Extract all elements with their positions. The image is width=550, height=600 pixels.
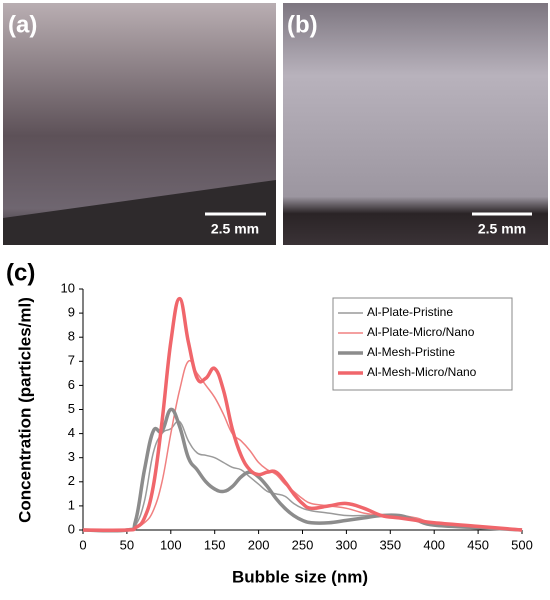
legend-label: Al-Plate-Micro/Nano xyxy=(367,325,475,339)
legend-label: Al-Plate-Pristine xyxy=(367,305,453,319)
x-tick-label: 350 xyxy=(379,537,401,552)
x-tick-label: 500 xyxy=(511,537,533,552)
x-tick-label: 50 xyxy=(120,537,134,552)
y-axis-title: Concentration (particles/ml) xyxy=(15,297,34,523)
y-tick-label: 7 xyxy=(68,353,75,368)
x-tick-label: 200 xyxy=(248,537,270,552)
y-tick-label: 5 xyxy=(68,401,75,416)
legend-label: Al-Mesh-Micro/Nano xyxy=(367,365,477,379)
panel-label: (c) xyxy=(6,259,35,286)
photo-b xyxy=(283,3,548,245)
scale-bar-label: 2.5 mm xyxy=(478,221,526,237)
series-line xyxy=(82,407,523,533)
legend-label: Al-Mesh-Pristine xyxy=(367,345,455,359)
y-tick-label: 0 xyxy=(68,521,75,536)
x-tick-label: 300 xyxy=(336,537,358,552)
x-tick-label: 100 xyxy=(160,537,182,552)
y-tick-label: 2 xyxy=(68,473,75,488)
y-tick-label: 9 xyxy=(68,305,75,320)
x-tick-label: 150 xyxy=(204,537,226,552)
y-tick-label: 6 xyxy=(68,377,75,392)
series-line xyxy=(82,420,523,532)
x-tick-label: 0 xyxy=(79,537,86,552)
panel-label: (b) xyxy=(287,11,318,38)
x-tick-label: 450 xyxy=(467,537,489,552)
scale-bar-label: 2.5 mm xyxy=(211,221,259,237)
photo-a-substrate xyxy=(3,180,276,245)
x-tick-label: 400 xyxy=(423,537,445,552)
y-tick-label: 8 xyxy=(68,329,75,344)
y-tick-label: 10 xyxy=(61,280,75,295)
y-tick-label: 3 xyxy=(68,449,75,464)
series-line xyxy=(82,296,523,532)
x-tick-label: 250 xyxy=(292,537,314,552)
panel-label: (a) xyxy=(8,11,37,38)
y-tick-label: 4 xyxy=(68,425,75,440)
y-tick-label: 1 xyxy=(68,497,75,512)
x-axis-title: Bubble size (nm) xyxy=(232,567,368,586)
